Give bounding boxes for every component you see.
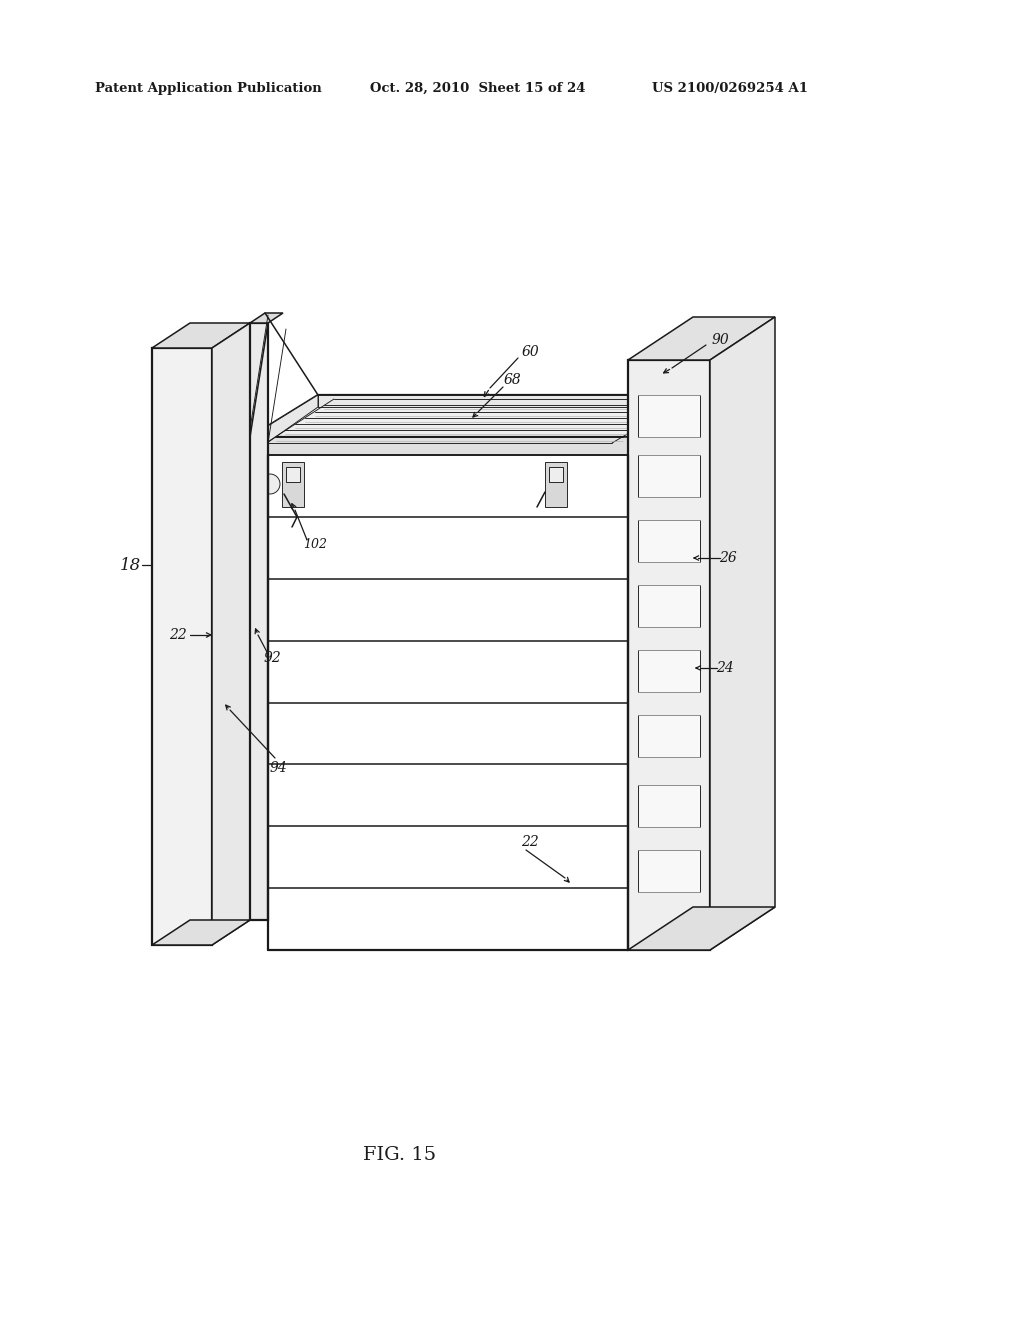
Polygon shape [628,317,775,360]
Polygon shape [638,395,700,437]
Polygon shape [638,585,700,627]
Polygon shape [282,462,304,507]
Text: 90: 90 [711,333,729,347]
Text: 102: 102 [303,539,327,552]
Text: 18: 18 [120,557,140,573]
Polygon shape [250,395,695,437]
Polygon shape [710,317,775,950]
Polygon shape [638,785,700,828]
Polygon shape [152,920,250,945]
Text: 24: 24 [716,661,734,675]
Text: 68: 68 [503,374,521,387]
Polygon shape [638,455,700,498]
Polygon shape [628,360,710,950]
Text: 26: 26 [719,550,737,565]
Text: 94: 94 [269,762,287,775]
Polygon shape [628,907,775,950]
Circle shape [260,474,280,494]
Polygon shape [152,323,250,348]
Text: Patent Application Publication: Patent Application Publication [95,82,322,95]
Polygon shape [638,649,700,692]
Polygon shape [152,348,212,945]
Text: Oct. 28, 2010  Sheet 15 of 24: Oct. 28, 2010 Sheet 15 of 24 [370,82,586,95]
Text: FIG. 15: FIG. 15 [364,1146,436,1164]
Polygon shape [250,323,268,920]
Text: 22: 22 [169,628,186,642]
Polygon shape [549,467,563,482]
Polygon shape [638,850,700,892]
Text: 22: 22 [521,836,539,849]
Polygon shape [628,395,695,451]
Polygon shape [250,313,283,323]
Polygon shape [286,467,300,482]
Polygon shape [250,395,318,455]
Text: US 2100/0269254 A1: US 2100/0269254 A1 [652,82,808,95]
Text: 60: 60 [521,345,539,359]
Polygon shape [250,437,628,455]
Polygon shape [318,395,695,407]
Polygon shape [212,323,250,945]
Polygon shape [638,520,700,562]
Polygon shape [638,715,700,756]
Text: 92: 92 [263,651,281,665]
Polygon shape [545,462,567,507]
